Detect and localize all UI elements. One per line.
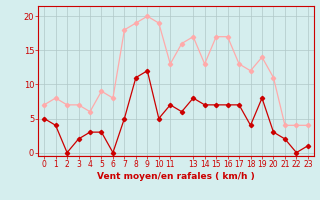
X-axis label: Vent moyen/en rafales ( km/h ): Vent moyen/en rafales ( km/h ) (97, 172, 255, 181)
